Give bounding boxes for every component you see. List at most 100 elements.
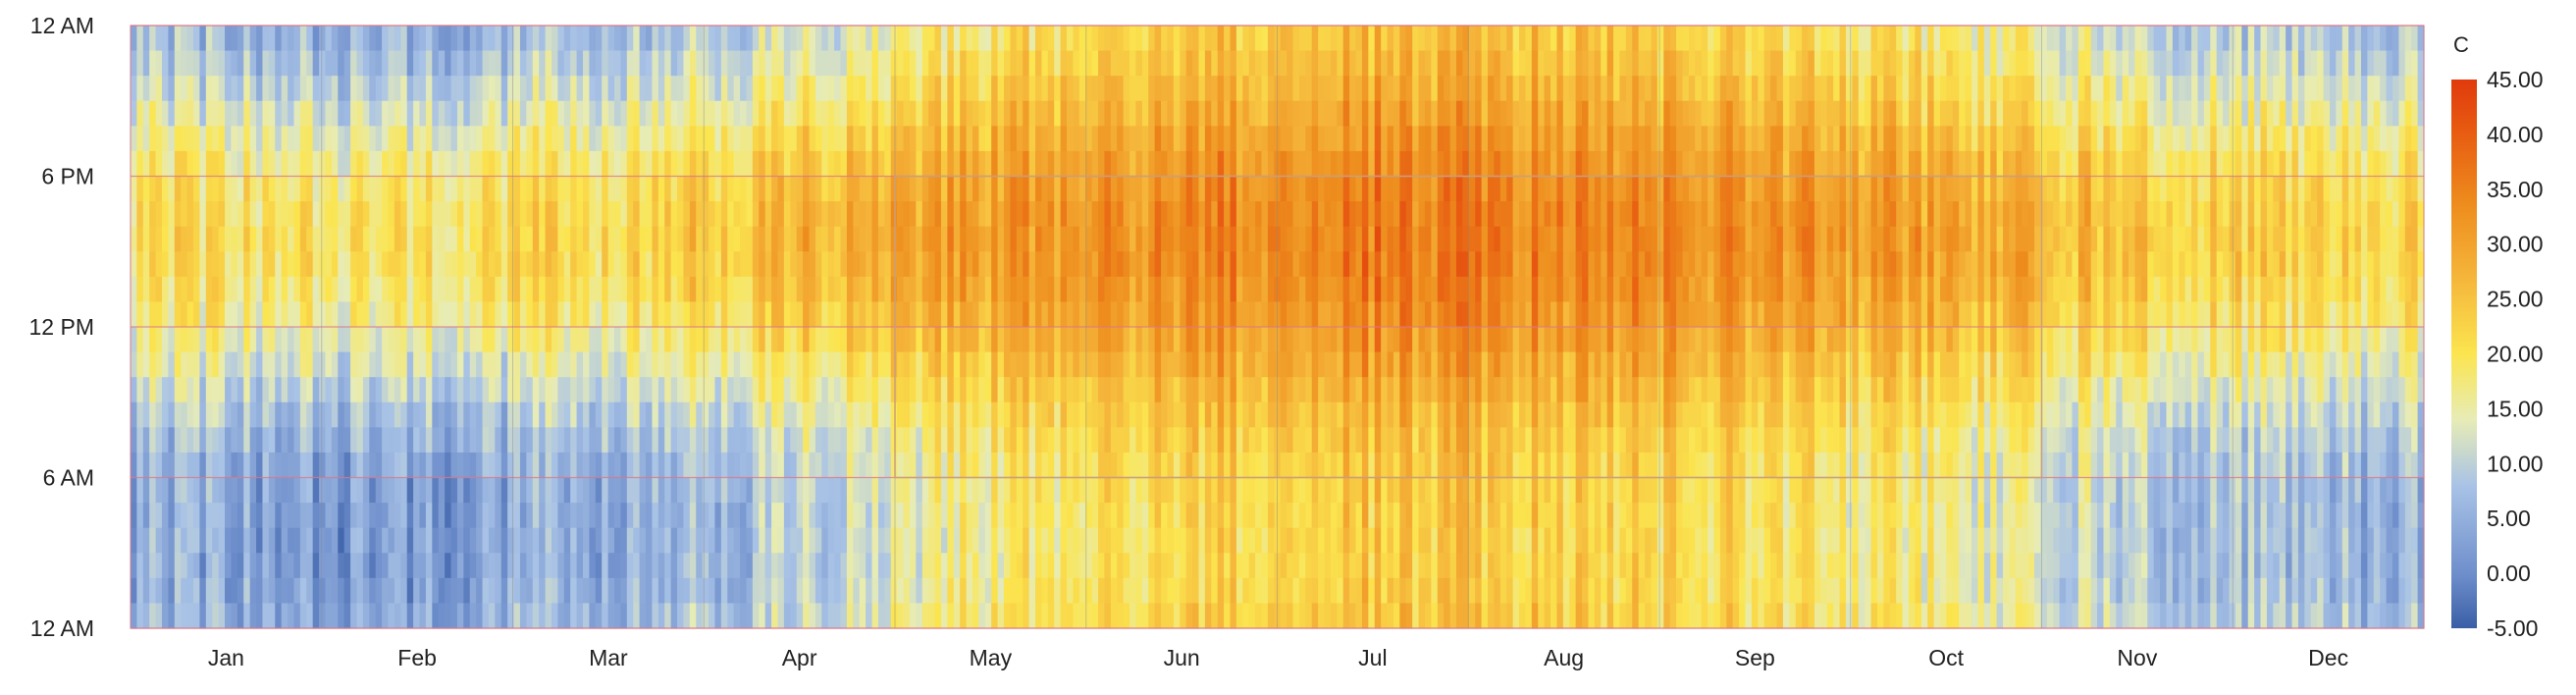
heatmap-cell: [205, 527, 213, 554]
heatmap-cell: [720, 603, 728, 629]
heatmap-cell: [1180, 377, 1187, 403]
heatmap-cell: [1173, 301, 1181, 328]
heatmap-cell: [1242, 276, 1250, 303]
heatmap-cell: [162, 26, 170, 52]
heatmap-cell: [406, 477, 414, 504]
heatmap-cell: [916, 126, 923, 152]
heatmap-cell: [557, 327, 565, 353]
heatmap-cell: [350, 351, 358, 378]
heatmap-cell: [400, 50, 408, 77]
heatmap-cell: [1267, 327, 1275, 353]
heatmap-cell: [406, 276, 414, 303]
heatmap-cell: [764, 201, 772, 228]
heatmap-cell: [438, 301, 446, 328]
heatmap-cell: [551, 603, 558, 629]
heatmap-cell: [827, 527, 835, 554]
heatmap-cell: [281, 401, 289, 428]
heatmap-cell: [312, 276, 320, 303]
heatmap-cell: [696, 427, 704, 454]
heatmap-cell: [445, 126, 452, 152]
heatmap-cell: [1217, 126, 1225, 152]
heatmap-cell: [1060, 150, 1068, 178]
heatmap-cell: [1110, 251, 1118, 278]
heatmap-cell: [186, 301, 194, 328]
heatmap-cell: [595, 201, 603, 228]
heatmap-cell: [1368, 377, 1376, 403]
heatmap-cell: [689, 527, 697, 554]
heatmap-cell: [859, 176, 867, 202]
heatmap-cell: [966, 50, 973, 77]
heatmap-cell: [1185, 50, 1193, 77]
heatmap-cell: [1167, 401, 1175, 428]
heatmap-cell: [1361, 301, 1369, 328]
heatmap-cell: [733, 603, 741, 629]
heatmap-cell: [746, 276, 754, 303]
heatmap-cell: [614, 351, 622, 378]
heatmap-cell: [1337, 477, 1344, 504]
heatmap-cell: [620, 301, 628, 328]
heatmap-cell: [1224, 503, 1232, 529]
heatmap-cell: [803, 301, 811, 328]
heatmap-cell: [746, 76, 754, 102]
heatmap-cell: [646, 301, 654, 328]
heatmap-cell: [299, 603, 307, 629]
heatmap-cell: [1235, 150, 1243, 178]
heatmap-cell: [1337, 276, 1344, 303]
heatmap-cell: [174, 50, 182, 77]
heatmap-cell: [916, 577, 923, 605]
heatmap-cell: [438, 76, 446, 102]
heatmap-cell: [752, 351, 760, 378]
heatmap-cell: [231, 503, 238, 529]
heatmap-cell: [1368, 201, 1376, 228]
heatmap-cell: [445, 26, 452, 52]
heatmap-cell: [1085, 26, 1093, 52]
heatmap-cell: [1412, 452, 1420, 479]
heatmap-cell: [602, 251, 609, 278]
heatmap-cell: [249, 150, 257, 178]
heatmap-cell: [689, 201, 697, 228]
heatmap-cell: [476, 427, 484, 454]
heatmap-cell: [928, 126, 936, 152]
heatmap-cell: [369, 327, 377, 353]
heatmap-cell: [1424, 226, 1432, 252]
heatmap-cell: [225, 427, 233, 454]
heatmap-cell: [463, 276, 471, 303]
heatmap-cell: [413, 100, 421, 127]
heatmap-cell: [388, 176, 395, 202]
heatmap-cell: [1393, 477, 1400, 504]
heatmap-cell: [325, 427, 333, 454]
heatmap-cell: [1098, 577, 1106, 605]
heatmap-cell: [777, 377, 785, 403]
heatmap-cell: [740, 150, 748, 178]
heatmap-cell: [1091, 126, 1099, 152]
heatmap-cell: [978, 327, 986, 353]
heatmap-cell: [1154, 226, 1162, 252]
heatmap-cell: [1047, 603, 1055, 629]
heatmap-cell: [1141, 301, 1149, 328]
heatmap-cell: [1078, 176, 1086, 202]
heatmap-cell: [589, 527, 597, 554]
heatmap-cell: [928, 351, 936, 378]
heatmap-cell: [777, 603, 785, 629]
heatmap-cell: [583, 251, 590, 278]
heatmap-cell: [1123, 351, 1130, 378]
heatmap-cell: [815, 477, 822, 504]
heatmap-cell: [570, 201, 578, 228]
heatmap-cell: [1337, 351, 1344, 378]
heatmap-cell: [740, 100, 748, 127]
heatmap-cell: [1078, 100, 1086, 127]
heatmap-cell: [670, 226, 678, 252]
heatmap-cell: [877, 226, 885, 252]
heatmap-cell: [539, 527, 547, 554]
heatmap-cell: [652, 527, 659, 554]
heatmap-cell: [1368, 100, 1376, 127]
heatmap-cell: [1274, 76, 1282, 102]
heatmap-cell: [343, 477, 351, 504]
heatmap-cell: [903, 327, 911, 353]
heatmap-cell: [890, 76, 898, 102]
heatmap-cell: [890, 351, 898, 378]
heatmap-cell: [551, 301, 558, 328]
heatmap-cell: [740, 226, 748, 252]
heatmap-cell: [589, 377, 597, 403]
heatmap-cell: [319, 226, 327, 252]
